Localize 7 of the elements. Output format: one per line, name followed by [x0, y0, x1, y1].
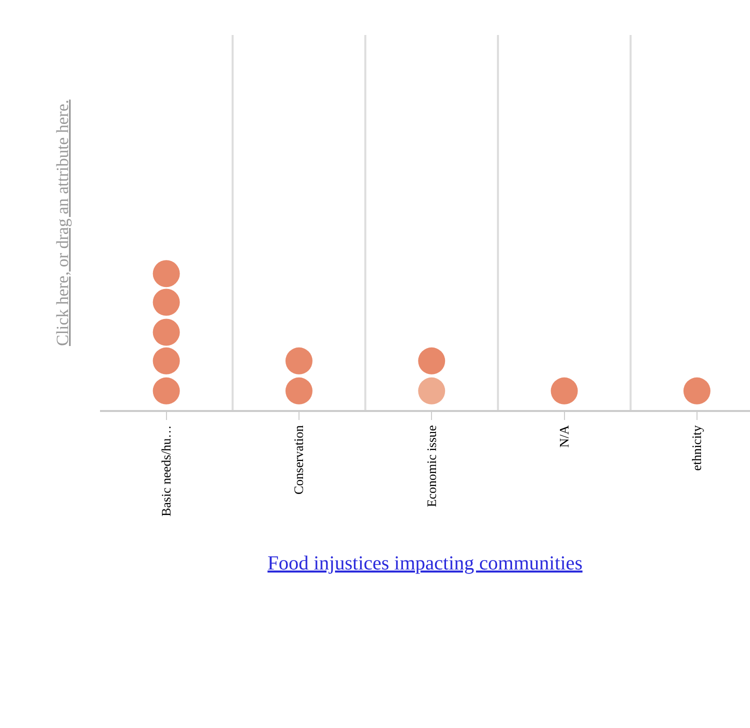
- x-axis-title: Food injustices impacting communities: [268, 552, 583, 575]
- x-tick-label: N/A: [556, 424, 572, 448]
- y-axis-title: Click here, or drag an attribute here.: [53, 100, 72, 346]
- x-tick-label: Basic needs/hu…: [158, 425, 174, 517]
- x-tick-label: Economic issue: [424, 424, 439, 508]
- x-tick-label: ethnicity: [689, 424, 704, 471]
- x-tick-label: Conservation: [291, 424, 306, 495]
